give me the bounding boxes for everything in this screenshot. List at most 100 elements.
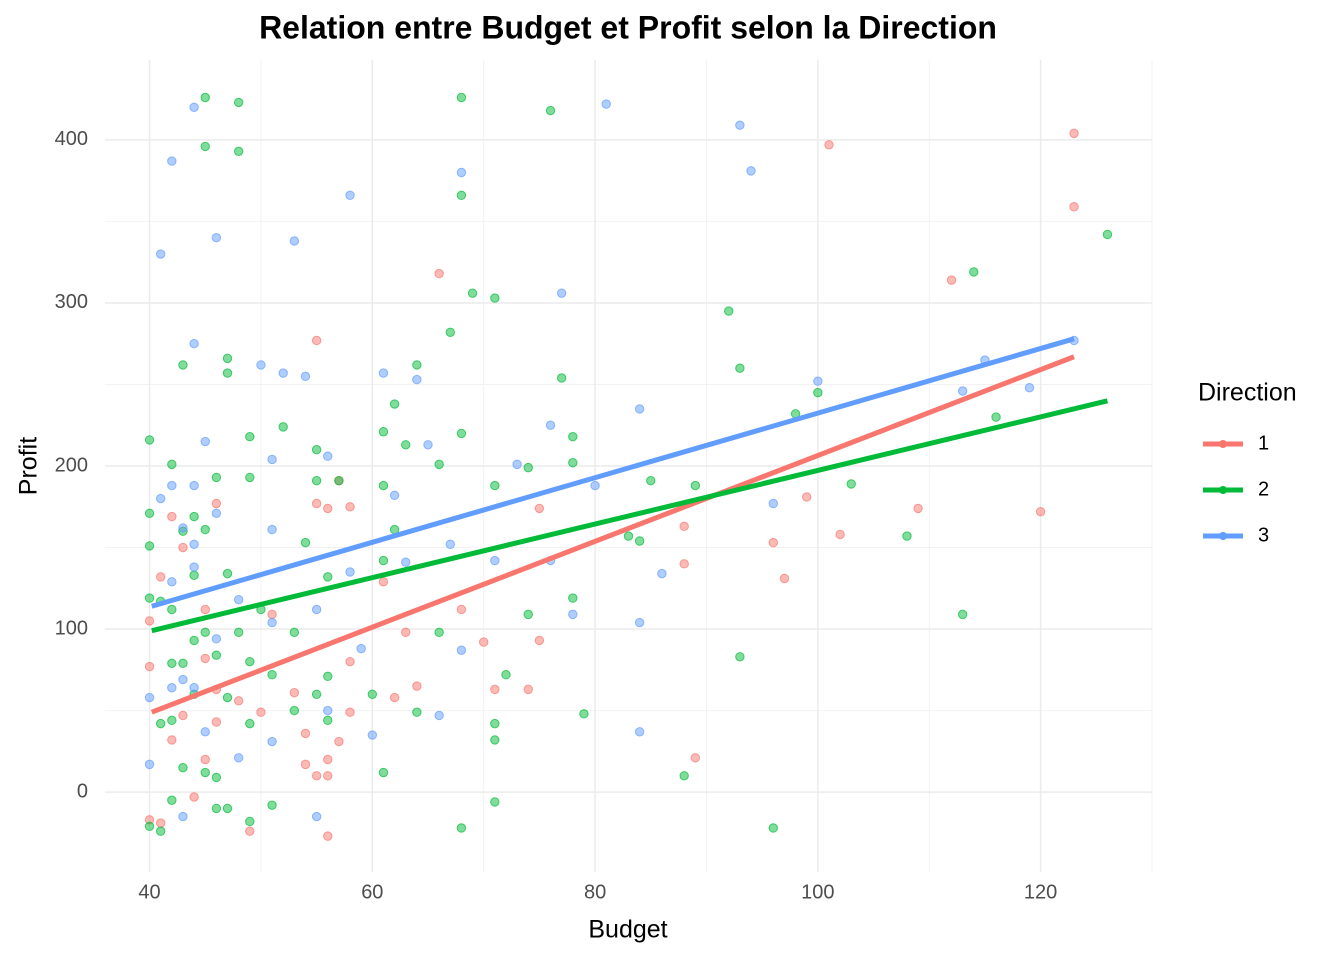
legend-label: 1 — [1258, 432, 1269, 454]
point — [211, 634, 222, 644]
point — [735, 652, 745, 662]
point — [189, 683, 199, 693]
y-axis-label: Profit — [15, 437, 43, 495]
point — [211, 717, 222, 727]
point — [345, 656, 355, 667]
point — [456, 604, 467, 615]
point — [490, 718, 500, 729]
point — [200, 767, 210, 778]
point — [768, 537, 778, 548]
point — [200, 141, 210, 152]
y-tick-label: 200 — [55, 454, 88, 476]
point — [178, 542, 188, 553]
point — [267, 617, 277, 628]
point — [323, 572, 333, 582]
point — [200, 653, 210, 664]
point — [189, 339, 199, 349]
point — [189, 792, 199, 802]
point — [389, 692, 400, 703]
point — [913, 503, 923, 514]
point — [813, 387, 823, 398]
point — [311, 498, 322, 509]
legend-title: Direction — [1198, 379, 1297, 407]
point — [233, 97, 244, 108]
point — [323, 451, 333, 461]
point — [245, 431, 255, 442]
point — [579, 709, 589, 719]
point — [233, 146, 244, 157]
point — [356, 643, 366, 654]
point — [646, 475, 656, 486]
point — [200, 754, 210, 765]
point — [155, 826, 166, 836]
point — [144, 541, 155, 551]
point — [634, 617, 645, 628]
point — [378, 555, 389, 566]
point — [245, 826, 255, 836]
point — [189, 102, 199, 112]
point — [957, 386, 968, 396]
point — [846, 479, 856, 489]
point — [657, 568, 667, 579]
point — [178, 811, 188, 822]
x-axis-label: Budget — [588, 916, 667, 944]
point — [289, 236, 300, 246]
point — [835, 529, 845, 540]
point — [211, 472, 222, 483]
point — [167, 459, 177, 470]
point — [211, 508, 222, 518]
point — [556, 288, 567, 298]
point — [267, 800, 277, 810]
point — [568, 431, 578, 442]
point — [690, 753, 701, 763]
point — [512, 459, 522, 470]
point — [601, 99, 611, 109]
y-tick-label: 100 — [55, 617, 88, 639]
chart-title: Relation entre Budget et Profit selon la… — [259, 9, 997, 45]
point — [200, 436, 210, 447]
point — [378, 577, 389, 587]
point — [534, 635, 545, 646]
point — [300, 728, 311, 739]
point — [434, 268, 444, 279]
point — [167, 156, 177, 166]
point — [278, 368, 288, 378]
point — [189, 511, 199, 522]
point — [679, 521, 689, 532]
point — [735, 120, 745, 130]
point — [523, 609, 533, 620]
point — [479, 637, 489, 647]
point — [233, 595, 244, 605]
point — [311, 335, 322, 346]
point — [245, 718, 255, 729]
point — [679, 559, 689, 569]
legend-dot — [1219, 532, 1227, 540]
point — [144, 593, 155, 603]
point — [545, 105, 556, 116]
point — [189, 635, 199, 646]
point — [144, 661, 155, 672]
point — [178, 658, 188, 668]
point — [378, 767, 389, 778]
point — [200, 627, 210, 638]
point — [167, 715, 177, 726]
point — [323, 503, 333, 514]
point — [167, 577, 177, 587]
point — [490, 555, 500, 566]
point — [568, 458, 578, 468]
point — [345, 502, 355, 512]
point — [345, 567, 355, 577]
point — [211, 803, 222, 814]
point — [813, 376, 823, 386]
point — [144, 821, 155, 832]
point — [490, 797, 500, 807]
point — [189, 562, 199, 572]
point — [222, 353, 233, 364]
point — [233, 696, 244, 706]
point — [378, 427, 389, 437]
point — [233, 753, 244, 763]
point — [679, 771, 689, 781]
point — [245, 656, 255, 667]
point — [434, 710, 444, 721]
point — [278, 422, 288, 432]
